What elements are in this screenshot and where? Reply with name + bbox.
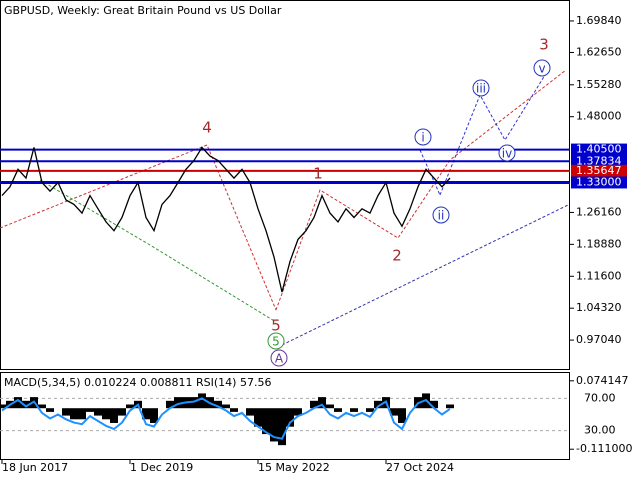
macd-bar (14, 397, 22, 409)
macd-bar (374, 400, 382, 409)
annotation: A (275, 352, 284, 366)
level-label: 1.40500 (576, 143, 622, 156)
annotation-circle (414, 128, 432, 146)
wave-lines (0, 69, 569, 346)
macd-bar (78, 408, 86, 420)
chart-title: GBPUSD, Weekly: Great Britain Pound vs U… (4, 4, 282, 17)
macd-bar (214, 400, 222, 409)
macd-bar (94, 408, 102, 416)
annotation: 3 (539, 36, 549, 54)
annotation: 1 (313, 165, 323, 183)
macd-bar (366, 408, 374, 412)
annotation: iii (476, 82, 486, 96)
x-tick-label: 18 Jun 2017 (2, 461, 68, 474)
macd-bar (46, 408, 54, 412)
macd-bar (174, 397, 182, 409)
macd-bar (294, 408, 302, 416)
wave-line (281, 204, 569, 346)
y-tick-label: 1.26160 (576, 205, 622, 218)
wave-line (0, 144, 277, 311)
macd-bar (430, 400, 438, 409)
macd-bar (310, 400, 318, 409)
level-label: 1.33000 (576, 175, 622, 188)
macd-bar (350, 408, 358, 412)
wave-line (419, 149, 441, 196)
macd-bar (110, 408, 118, 423)
macd-bar (198, 393, 206, 409)
macd-bar (38, 404, 46, 409)
macd-bar (86, 408, 94, 412)
indicator-title: MACD(5,34,5) 0.010224 0.008811 RSI(14) 5… (4, 376, 271, 389)
macd-bar (446, 404, 454, 409)
y-tick-label: 1.18880 (576, 237, 622, 250)
wave-line (275, 69, 567, 311)
macd-bar (126, 404, 134, 409)
y-tick-label: -0.111000 (576, 442, 632, 455)
annotation: 2 (392, 247, 402, 265)
y-tick-label: 1.69840 (576, 14, 622, 27)
macd-bar (254, 408, 262, 427)
indicator-pane (0, 372, 570, 460)
macd-bar (286, 408, 294, 427)
macd-bar (222, 404, 230, 409)
macd-bar (398, 408, 406, 423)
macd-bar (278, 408, 286, 446)
annotation-circle (533, 59, 551, 77)
macd-bar (0, 404, 6, 409)
y-tick-label: 0.074147 (576, 374, 629, 387)
annotation: ii (438, 209, 445, 223)
x-tick-label: 1 Dec 2019 (130, 461, 193, 474)
macd-bar (22, 400, 30, 409)
annotation-circle (498, 144, 516, 162)
macd-bar (150, 408, 158, 423)
y-tick-label: 0.97040 (576, 333, 622, 346)
level-label-bg (571, 176, 627, 189)
macd-bar (230, 408, 238, 412)
y2-tick-label: 70.00 (584, 391, 616, 404)
annotation: 5 (271, 317, 281, 335)
macd-bar (70, 408, 78, 420)
macd-bar (246, 408, 254, 416)
macd-bar (62, 408, 70, 416)
x-tick-label: 27 Oct 2024 (386, 461, 454, 474)
y-tick-label: 1.04320 (576, 301, 622, 314)
macd-bar (142, 408, 150, 420)
main-pane (0, 0, 570, 370)
macd-bar (166, 400, 174, 409)
macd-bar (334, 408, 342, 412)
macd-bar (270, 408, 278, 442)
y-tick-label: 1.62650 (576, 45, 622, 58)
macd-bar (390, 408, 398, 416)
annotation: 5 (272, 335, 280, 349)
macd-bar (118, 408, 126, 416)
price-line (1, 146, 451, 293)
level-label-bg (571, 164, 627, 177)
annotation-circle (270, 349, 288, 367)
macd-bar (190, 397, 198, 409)
annotation: i (421, 131, 424, 145)
annotation-circle (472, 79, 490, 97)
rsi-line (1, 397, 451, 440)
y-tick-label: 1.48000 (576, 110, 622, 123)
level-label-bg (571, 143, 627, 156)
wave-line (439, 74, 546, 196)
y2-tick-label: 30.00 (584, 424, 616, 437)
wave-line (39, 179, 277, 323)
annotation: v (538, 62, 545, 76)
annotation: iv (502, 147, 512, 161)
level-label: 1.37834 (576, 154, 622, 167)
x-tick-label: 15 May 2022 (258, 461, 330, 474)
annotation-circle (267, 332, 285, 350)
y-tick-label: 1.11600 (576, 269, 622, 282)
level-label-bg (571, 155, 627, 168)
macd-bar (326, 404, 334, 409)
annotation: 4 (202, 119, 212, 137)
level-label: 1.35647 (576, 164, 622, 177)
macd-bar (102, 408, 110, 420)
annotation-circle (432, 206, 450, 224)
y-tick-label: 1.55280 (576, 78, 622, 91)
macd-bar (262, 408, 270, 435)
macd-bar (318, 397, 326, 409)
